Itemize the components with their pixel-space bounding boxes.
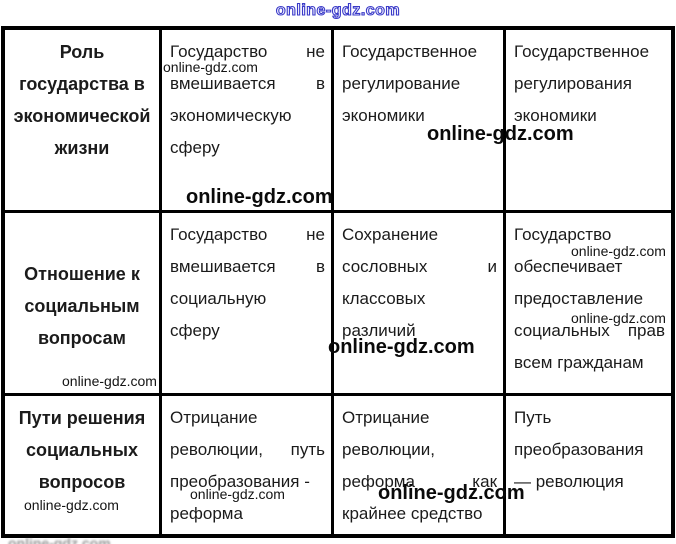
cell-line: крайнее средство [342, 504, 483, 523]
watermark-big: online-gdz.com [186, 186, 333, 208]
comparison-table: Роль государства в экономической жизни Г… [1, 26, 675, 538]
watermark-small: online-gdz.com [163, 59, 258, 75]
cell-line: преобразования [514, 440, 644, 459]
cell-line: реформа [170, 504, 243, 523]
watermark-big: online-gdz.com [427, 123, 574, 145]
cell-line: социальных прав [514, 315, 665, 347]
cell-r1c2: Государство не вмешивается в экономическ… [162, 30, 334, 213]
cell-line: — революция [514, 472, 624, 491]
header-line: вопросов [38, 472, 126, 492]
row-header-social-questions-attitude: Отношение к социальным вопросам [5, 213, 162, 396]
watermark-small: online-gdz.com [62, 373, 157, 389]
cell-line: революции, [342, 440, 435, 459]
line-word: вмешивается [170, 74, 276, 93]
cell-line: экономики [514, 106, 597, 125]
watermark-small: online-gdz.com [571, 243, 666, 259]
cell-line: Отрицание [342, 408, 430, 427]
cell-line: регулирование [342, 74, 461, 93]
watermark-big: online-gdz.com [328, 336, 475, 358]
cell-line: различий [342, 321, 416, 340]
cell-line: экономическую [170, 106, 292, 125]
header-line: государства в [19, 74, 145, 94]
cell-r2c2: Государство не вмешивается в социальную … [162, 213, 334, 396]
line-word: не [306, 42, 325, 61]
line-word: в [315, 74, 325, 93]
cell-line: преобразования - [170, 472, 310, 491]
line-word: реформа [342, 472, 415, 491]
header-line: вопросам [37, 328, 126, 348]
cell-r3c3: Отрицание революции, реформа как крайнее… [334, 396, 506, 534]
cell-line: революции, путь [170, 434, 325, 466]
cell-r2c4: Государство обеспечивает предоставление … [506, 213, 671, 396]
header-line: жизни [54, 138, 110, 158]
cell-line: Государственное [342, 42, 478, 61]
cell-line: Сохранение [342, 225, 439, 244]
watermark-small: online-gdz.com [24, 497, 119, 513]
cell-line: Государственное [514, 42, 650, 61]
cell-line: предоставление [514, 289, 644, 308]
line-word: сословных [342, 257, 428, 276]
cell-line: вмешивается в [170, 68, 325, 100]
line-word: и [487, 257, 498, 276]
header-line: социальным [24, 296, 140, 316]
header-line: Роль [59, 42, 105, 62]
row-header-role-of-state: Роль государства в экономической жизни [5, 30, 162, 213]
watermark-small: online-gdz.com [190, 486, 285, 502]
cell-line: регулирования [514, 74, 632, 93]
row-header-solutions: Пути решения социальных вопросов [5, 396, 162, 534]
watermark-ghost: online-gdz.com [8, 535, 111, 544]
cell-line: экономики [342, 106, 425, 125]
cell-line: Путь [514, 408, 552, 427]
cell-line: всем гражданам [514, 353, 644, 372]
watermark-top: online-gdz.com [275, 1, 401, 19]
cell-line: вмешивается в [170, 251, 325, 283]
line-word: как [472, 472, 497, 491]
line-word: путь [290, 440, 325, 459]
cell-r1c4: Государственное регулирования экономики [506, 30, 671, 213]
cell-line: сословных и [342, 251, 497, 283]
cell-line: сферу [170, 321, 220, 340]
header-line: экономической [13, 106, 151, 126]
line-word: вмешивается [170, 257, 276, 276]
cell-line: Государство [514, 225, 612, 244]
cell-r3c4: Путь преобразования — революция [506, 396, 671, 534]
cell-line: Отрицание [170, 408, 258, 427]
line-word: прав [627, 321, 665, 340]
cell-r3c2: Отрицание революции, путь преобразования… [162, 396, 334, 534]
line-word: не [306, 225, 325, 244]
header-line: Отношение к [24, 264, 140, 284]
cell-line: Государство не [170, 219, 325, 251]
header-line: социальных [26, 440, 138, 460]
cell-line: реформа как [342, 466, 497, 498]
cell-line: классовых [342, 289, 426, 308]
cell-line: Государство не [170, 36, 325, 68]
line-word: революции, [170, 440, 263, 459]
cell-line: сферу [170, 138, 220, 157]
line-word: в [315, 257, 325, 276]
watermark-small: online-gdz.com [571, 310, 666, 326]
watermark-big: online-gdz.com [378, 482, 525, 504]
cell-r1c3: Государственное регулирование экономики [334, 30, 506, 213]
header-line: Пути решения [18, 408, 146, 428]
line-word: Государство [170, 42, 268, 61]
cell-r2c3: Сохранение сословных и классовых различи… [334, 213, 506, 396]
line-word: социальных [514, 321, 610, 340]
line-word: Государство [170, 225, 268, 244]
cell-line: обеспечивает [514, 257, 623, 276]
cell-line: социальную [170, 289, 267, 308]
